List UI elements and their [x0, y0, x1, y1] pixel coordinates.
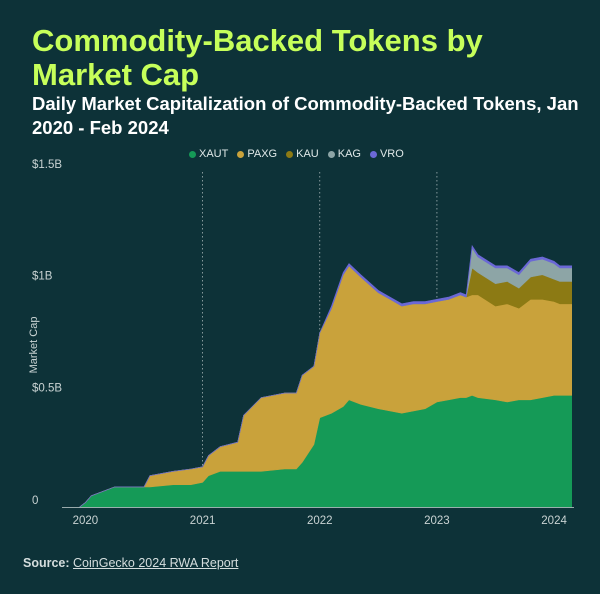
y-tick-label: 0: [32, 495, 38, 507]
chart-title: Commodity-Backed Tokens by Market Cap: [32, 23, 483, 92]
source-link[interactable]: CoinGecko 2024 RWA Report: [73, 556, 239, 570]
x-tick-label: 2023: [424, 515, 450, 527]
chart-subtitle: Daily Market Capitalization of Commodity…: [32, 93, 579, 138]
x-tick-label: 2024: [541, 515, 567, 527]
legend-item-xaut[interactable]: XAUT: [189, 148, 228, 160]
legend-swatch-kau: [286, 150, 294, 158]
legend-item-vro[interactable]: VRO: [369, 148, 404, 160]
legend-label-kau: KAU: [296, 148, 319, 160]
y-tick-label: $1.5B: [32, 159, 62, 171]
legend: XAUT PAXG KAU KAG VRO: [189, 148, 404, 160]
area-series-vro: [79, 244, 572, 508]
legend-label-xaut: XAUT: [199, 148, 229, 160]
legend-item-paxg[interactable]: PAXG: [237, 148, 277, 160]
legend-swatch-xaut: [189, 150, 196, 158]
source-footer: Source: CoinGecko 2024 RWA Report: [23, 556, 238, 570]
y-axis-title: Market Cap: [28, 317, 40, 374]
legend-item-kau[interactable]: KAU: [286, 148, 319, 160]
y-tick-label: $1B: [32, 271, 53, 283]
legend-label-paxg: PAXG: [247, 148, 278, 160]
legend-item-kag[interactable]: KAG: [327, 148, 361, 160]
x-tick-label: 2020: [73, 515, 99, 527]
y-tick-label: $0.5B: [32, 382, 62, 394]
legend-label-vro: VRO: [379, 148, 404, 160]
x-tick-label: 2022: [307, 515, 333, 527]
legend-swatch-kag: [327, 150, 335, 158]
legend-swatch-paxg: [237, 150, 245, 158]
x-tick-label: 2021: [190, 515, 216, 527]
legend-swatch-vro: [369, 150, 377, 158]
legend-label-kag: KAG: [337, 148, 361, 160]
source-label: Source:: [23, 556, 70, 570]
